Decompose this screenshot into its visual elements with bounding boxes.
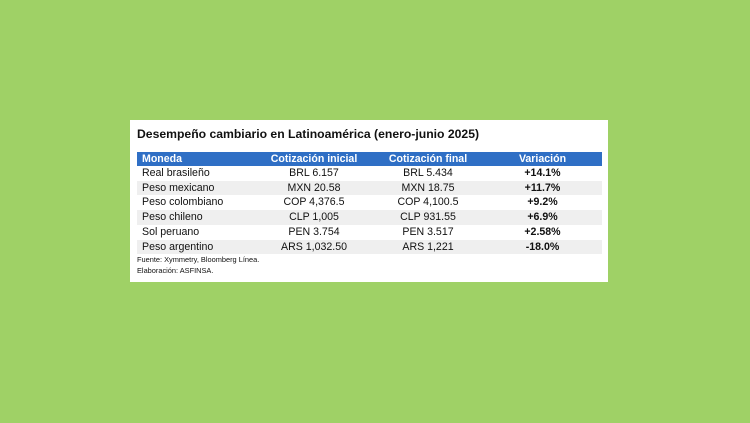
cell-currency: Real brasileño [142,167,210,179]
table-title: Desempeño cambiario en Latinoamérica (en… [137,127,480,141]
column-header-cotizacion-inicial: Cotización inicial [255,152,373,166]
cell-initial-rate: COP 4,376.5 [283,196,345,209]
table-row: Peso argentino ARS 1,032.50 ARS 1,221 -1… [137,239,602,255]
cell-currency: Peso colombiano [142,196,224,209]
cell-initial-rate: ARS 1,032.50 [255,239,373,255]
cell-final-rate: COP 4,100.5 [397,196,459,209]
cell-variation: +9.2% [527,196,558,209]
table-row: Peso mexicano MXN 20.58 MXN 18.75 +11.7% [137,180,602,196]
cell-initial-rate: CLP 1,005 [255,210,373,225]
column-header-cotizacion-final: Cotización final [373,152,483,166]
cell-currency: Peso chileno [137,210,255,225]
cell-initial-rate: BRL 6.157 [289,167,339,179]
cell-currency: Sol peruano [142,225,200,238]
column-header-variacion: Variación [483,152,602,166]
currency-table: Moneda Cotización inicial Cotización fin… [137,152,602,255]
cell-variation: +14.1% [524,167,561,179]
cell-final-rate: CLP 931.55 [373,210,483,225]
cell-final-rate: ARS 1,221 [373,239,483,255]
cell-currency: Peso mexicano [137,180,255,196]
cell-final-rate: MXN 18.75 [373,180,483,196]
cell-variation: +11.7% [483,180,602,196]
table-card: Desempeño cambiario en Latinoamérica (en… [130,120,608,282]
cell-variation: +6.9% [483,210,602,225]
source-note: Fuente: Xymmetry, Bloomberg Línea. [137,255,260,264]
cell-final-rate: BRL 5.434 [403,167,453,179]
cell-initial-rate: PEN 3.754 [288,225,340,238]
cell-initial-rate: MXN 20.58 [255,180,373,196]
table-row: Peso colombiano COP 4,376.5 COP 4,100.5 … [137,195,602,210]
column-header-moneda: Moneda [137,152,255,166]
header-row: Moneda Cotización inicial Cotización fin… [137,152,602,166]
table-row: Real brasileño BRL 6.157 BRL 5.434 +14.1… [137,166,602,181]
table-row: Peso chileno CLP 1,005 CLP 931.55 +6.9% [137,210,602,225]
cell-variation: +2.58% [524,225,561,238]
credit-note: Elaboración: ASFINSA. [137,266,214,275]
cell-final-rate: PEN 3.517 [402,225,454,238]
cell-variation: -18.0% [483,239,602,255]
cell-currency: Peso argentino [137,239,255,255]
table-row: Sol peruano PEN 3.754 PEN 3.517 +2.58% [137,225,602,240]
